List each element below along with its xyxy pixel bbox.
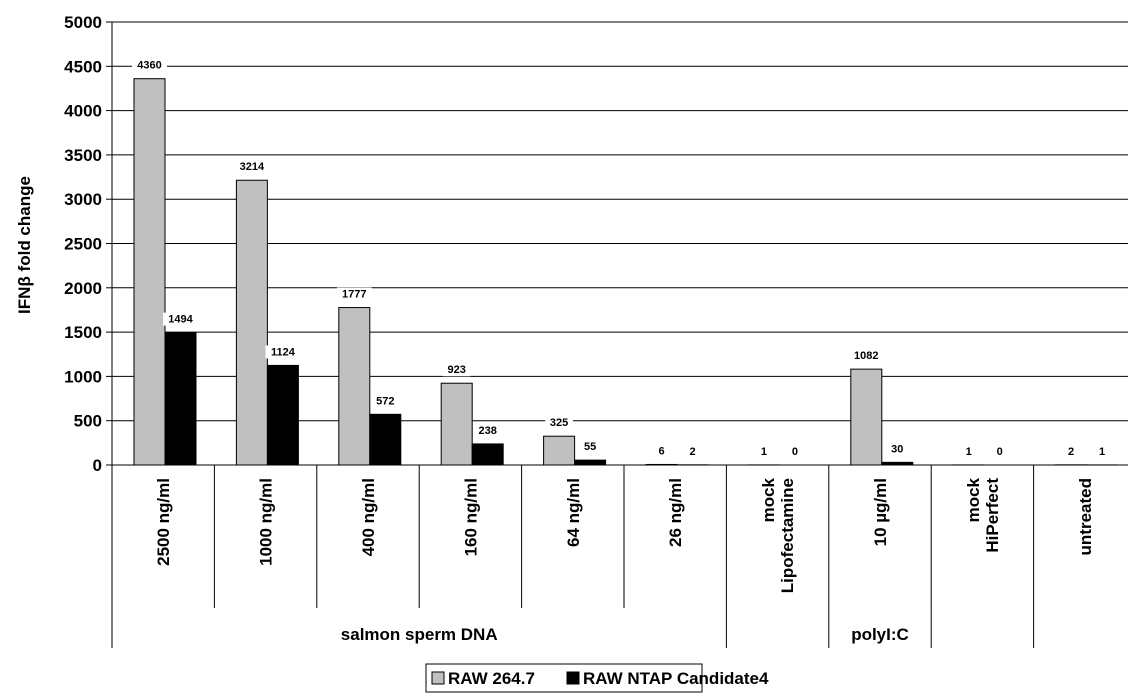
category-label: 160 ng/ml — [461, 478, 480, 556]
data-label: 1082 — [854, 350, 878, 362]
data-label: 1 — [761, 446, 767, 458]
data-label-bg — [993, 445, 1007, 458]
data-label-bg — [757, 444, 771, 458]
data-label-bg — [265, 345, 301, 359]
y-tick-label: 4500 — [64, 57, 102, 76]
group-labels: salmon sperm DNA polyI:C — [341, 625, 909, 644]
bar-raw-ntap-candidate4 — [471, 443, 504, 466]
category-label: 10 µg/ml — [871, 478, 890, 546]
y-tick-label: 500 — [74, 412, 102, 431]
bar-raw-264-7 — [338, 307, 371, 466]
legend-swatch-raw-264-7 — [431, 671, 445, 685]
data-label-bg — [1064, 444, 1078, 458]
y-axis-label: IFNβ fold change — [15, 176, 34, 314]
bar-raw-ntap-candidate4 — [574, 459, 607, 466]
y-tick-label: 4000 — [64, 102, 102, 121]
legend-box — [425, 663, 703, 693]
y-tick-labels: 0 500 1000 1500 2000 2500 3000 3500 4000 4500 5000 — [64, 13, 102, 475]
bar-raw-ntap-candidate4 — [369, 413, 402, 466]
data-label-bg — [545, 416, 573, 430]
data-label-bg — [442, 363, 471, 377]
data-label-bg — [887, 442, 908, 456]
data-label: 4360 — [137, 60, 161, 72]
category-labels: 2500 ng/ml 1000 ng/ml 400 ng/ml 160 ng/ml 64… — [154, 477, 1095, 593]
bar-raw-264-7 — [850, 368, 883, 466]
legend: RAW 264.7 RAW NTAP Candidate4 — [425, 663, 769, 693]
data-label-bg — [654, 444, 669, 458]
category-label: mock — [759, 477, 778, 522]
data-label-bg — [685, 444, 700, 458]
data-label: 30 — [891, 443, 903, 455]
bar-raw-ntap-candidate4 — [266, 364, 299, 466]
y-tick-label: 0 — [93, 456, 102, 475]
y-tick-label: 5000 — [64, 13, 102, 32]
data-label: 1 — [966, 446, 972, 458]
data-label: 923 — [448, 364, 466, 376]
data-label: 2 — [689, 446, 695, 458]
y-tick-label: 3500 — [64, 146, 102, 165]
data-label: 3214 — [240, 161, 265, 173]
data-label: 325 — [550, 417, 568, 429]
group-label: polyI:C — [851, 625, 909, 644]
bars — [133, 78, 1119, 466]
category-label: untreated — [1076, 478, 1095, 555]
legend-swatch-raw-ntap-candidate4 — [566, 671, 580, 685]
data-label: 1124 — [271, 346, 296, 358]
data-label: 1494 — [168, 314, 193, 326]
legend-label: RAW NTAP Candidate4 — [583, 669, 769, 688]
bar-raw-264-7 — [235, 179, 268, 466]
data-labels: 4360 3214 1777 923 325 6 1 1082 1 2 1494 1124 572 238… — [132, 58, 1109, 458]
data-label: 1 — [1099, 446, 1105, 458]
y-tick-label: 3000 — [64, 190, 102, 209]
category-label: 26 ng/ml — [666, 478, 685, 547]
axes — [106, 21, 1128, 648]
data-label: 55 — [584, 441, 596, 453]
data-label-bg — [163, 312, 198, 326]
data-label: 6 — [658, 445, 664, 457]
data-label-bg — [234, 160, 270, 174]
data-label: 1777 — [342, 289, 366, 301]
bar-raw-264-7 — [133, 78, 166, 466]
y-tick-label: 1000 — [64, 367, 102, 386]
data-label: 0 — [792, 446, 798, 458]
category-label: Lipofectamine — [778, 478, 797, 593]
data-label: 0 — [997, 446, 1003, 458]
y-tick-label: 2500 — [64, 235, 102, 254]
category-label: 1000 ng/ml — [257, 478, 276, 566]
category-label: 64 ng/ml — [564, 478, 583, 547]
data-label-bg — [336, 287, 372, 301]
y-tick-label: 2000 — [64, 279, 102, 298]
bar-raw-264-7 — [440, 382, 473, 466]
data-label: 2 — [1068, 446, 1074, 458]
y-tick-label: 1500 — [64, 323, 102, 342]
legend-label: RAW 264.7 — [448, 669, 535, 688]
data-label-bg — [371, 394, 400, 408]
group-label: salmon sperm DNA — [341, 625, 498, 644]
data-label-bg — [962, 444, 976, 458]
category-label: mock — [964, 477, 983, 522]
data-label-bg — [788, 445, 802, 458]
data-label-bg — [473, 423, 502, 437]
bar-raw-264-7 — [543, 435, 576, 466]
category-label: HiPerfect — [983, 478, 1002, 553]
data-label: 572 — [376, 395, 394, 407]
bar-raw-ntap-candidate4 — [164, 332, 197, 466]
data-label: 238 — [479, 425, 497, 437]
category-label: 2500 ng/ml — [154, 478, 173, 566]
data-label-bg — [132, 58, 167, 72]
data-label-bg — [1095, 444, 1109, 458]
data-label-bg — [579, 440, 601, 454]
data-label-bg — [848, 349, 884, 363]
category-label: 400 ng/ml — [359, 478, 378, 556]
